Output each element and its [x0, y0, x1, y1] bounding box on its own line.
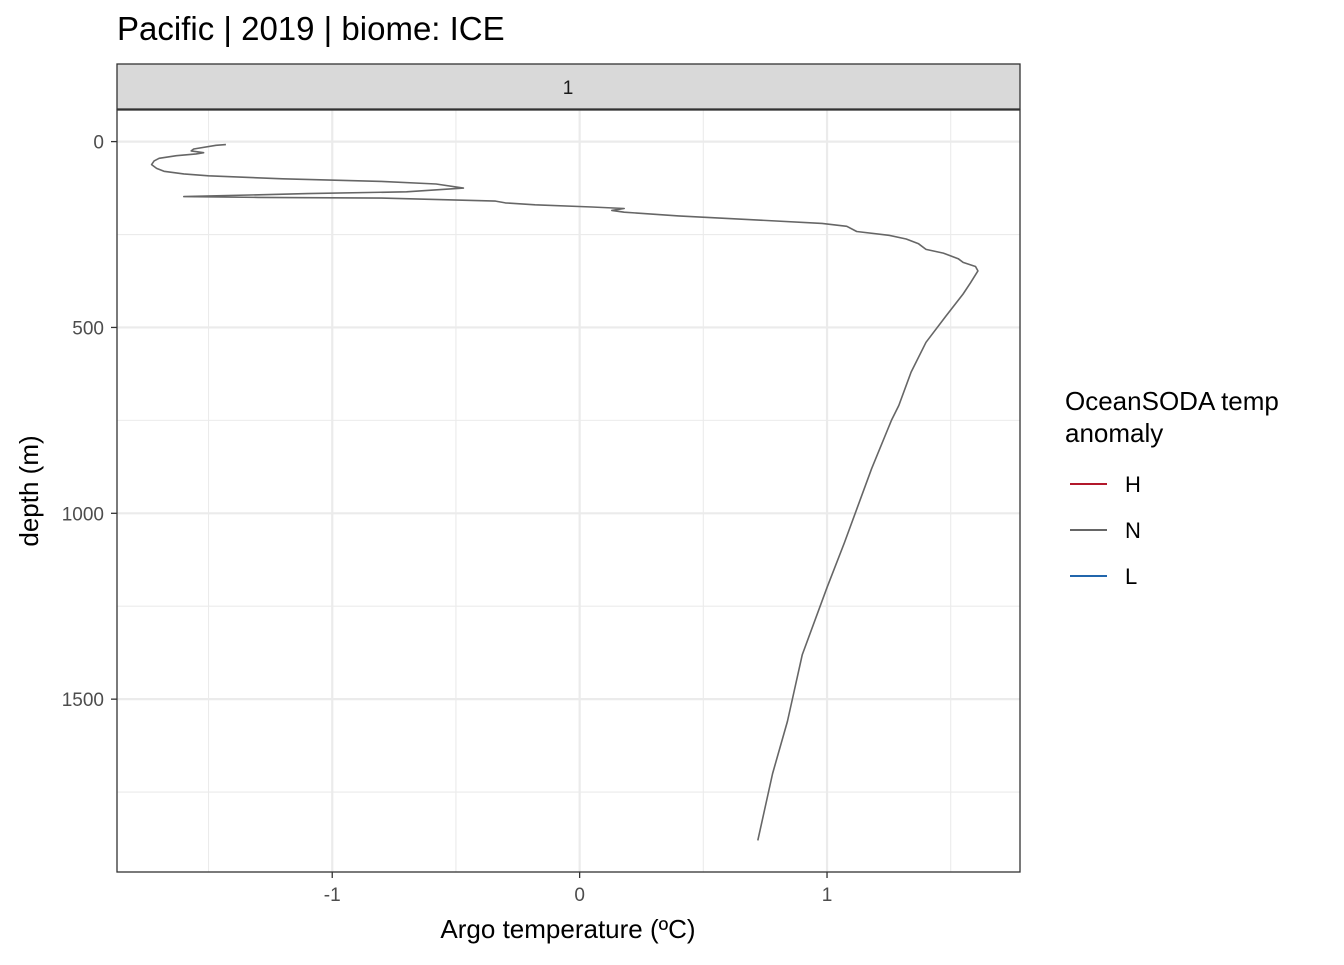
- panel-border: [116, 109, 1021, 873]
- series-layer: [150, 143, 979, 841]
- x-axis: -1 0 1: [324, 872, 833, 906]
- y-tick-label: 1500: [62, 690, 104, 711]
- legend-title-line-2: anomaly: [1065, 418, 1163, 448]
- facet-strip-label: 1: [563, 78, 574, 99]
- legend-title-line-1: OceanSODA temp: [1065, 386, 1279, 416]
- y-tick-label: 1000: [62, 504, 104, 525]
- x-tick-label: 1: [822, 885, 833, 906]
- legend: OceanSODA temp anomaly HNL: [1065, 386, 1279, 589]
- y-tick-label: 500: [72, 318, 104, 339]
- y-axis: 0 500 1000 1500: [62, 133, 117, 711]
- legend-label-H: H: [1125, 472, 1141, 497]
- legend-label-N: N: [1125, 518, 1141, 543]
- grid-major: [117, 110, 1020, 872]
- legend-label-L: L: [1125, 564, 1137, 589]
- plot-panel: [116, 109, 1021, 873]
- chart-title: Pacific | 2019 | biome: ICE: [117, 10, 505, 47]
- x-axis-title: Argo temperature (ºC): [440, 914, 695, 944]
- facet-strip: 1: [116, 63, 1021, 110]
- legend-entries: HNL: [1070, 472, 1141, 589]
- panel-background: [117, 110, 1020, 872]
- grid-minor: [117, 110, 1020, 872]
- y-axis-title: depth (m): [14, 435, 44, 546]
- x-tick-label: 0: [574, 885, 585, 906]
- series-line-N: [150, 143, 979, 841]
- y-tick-label: 0: [93, 133, 104, 154]
- facet-strip-background: [116, 63, 1021, 110]
- x-tick-label: -1: [324, 885, 341, 906]
